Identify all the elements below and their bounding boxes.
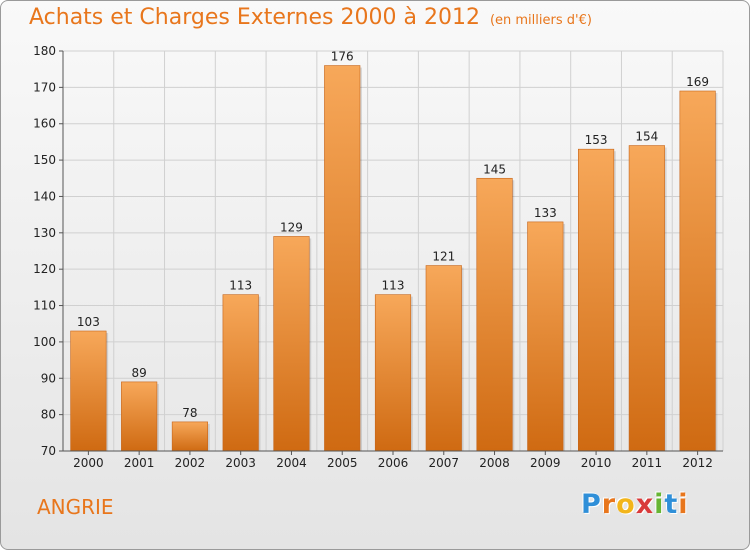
- logo-letter: o: [616, 489, 636, 520]
- bar-value-label: 113: [229, 279, 252, 293]
- bar: [628, 145, 665, 452]
- y-tick-label: 130: [33, 226, 56, 240]
- chart-title: Achats et Charges Externes 2000 à 2012 (e…: [29, 5, 592, 30]
- bar-value-label: 133: [534, 206, 557, 220]
- y-tick-label: 100: [33, 335, 56, 349]
- bar-value-label: 129: [280, 220, 303, 234]
- y-tick-label: 70: [41, 444, 56, 458]
- bar-value-label: 176: [331, 50, 354, 64]
- x-tick-label: 2003: [225, 456, 256, 470]
- proxiti-logo: Proxiti: [581, 489, 689, 520]
- bar: [679, 90, 716, 452]
- y-tick-label: 150: [33, 153, 56, 167]
- bar: [578, 148, 615, 452]
- x-tick-label: 2004: [276, 456, 307, 470]
- bar: [121, 381, 158, 452]
- bar: [273, 236, 310, 452]
- bar-value-label: 169: [686, 75, 709, 89]
- y-tick-label: 110: [33, 299, 56, 313]
- y-tick-label: 160: [33, 117, 56, 131]
- bar: [476, 177, 513, 452]
- x-tick-label: 2012: [682, 456, 713, 470]
- y-tick-label: 140: [33, 189, 56, 203]
- y-tick-label: 120: [33, 262, 56, 276]
- x-tick-label: 2002: [175, 456, 206, 470]
- bar-value-label: 103: [77, 315, 100, 329]
- x-tick-label: 2008: [479, 456, 510, 470]
- bar: [70, 330, 107, 452]
- logo-letter: r: [601, 489, 617, 520]
- y-tick-label: 90: [41, 371, 56, 385]
- chart-subtitle: (en milliers d'€): [489, 13, 592, 28]
- x-tick-label: 2009: [530, 456, 561, 470]
- x-tick-label: 2011: [632, 456, 663, 470]
- bar-value-label: 113: [382, 279, 405, 293]
- place-name: ANGRIE: [37, 495, 114, 519]
- y-tick-label: 170: [33, 80, 56, 94]
- bar-value-label: 154: [635, 130, 658, 144]
- y-tick-label: 80: [41, 408, 56, 422]
- y-tick-label: 180: [33, 44, 56, 58]
- bar: [374, 294, 412, 452]
- logo-letter: x: [635, 489, 655, 520]
- bar: [171, 421, 208, 452]
- bar-value-label: 89: [132, 366, 147, 380]
- bar-value-label: 153: [585, 133, 608, 147]
- logo-letter: P: [581, 489, 602, 520]
- x-tick-label: 2001: [124, 456, 155, 470]
- bar-value-label: 145: [483, 162, 506, 176]
- bar: [527, 221, 564, 452]
- title-text: Achats et Charges Externes 2000 à 2012: [29, 5, 480, 30]
- logo-letter: i: [654, 489, 665, 520]
- x-tick-label: 2006: [378, 456, 409, 470]
- bar-value-label: 121: [432, 250, 455, 264]
- x-tick-label: 2010: [581, 456, 612, 470]
- logo-letter: t: [664, 489, 679, 520]
- x-tick-label: 2007: [428, 456, 459, 470]
- bar: [324, 65, 361, 452]
- logo-letter: i: [678, 489, 689, 520]
- x-tick-label: 2005: [327, 456, 358, 470]
- bar-value-label: 78: [182, 406, 197, 420]
- bar: [222, 294, 259, 452]
- x-tick-label: 2000: [73, 456, 104, 470]
- bar: [425, 265, 462, 452]
